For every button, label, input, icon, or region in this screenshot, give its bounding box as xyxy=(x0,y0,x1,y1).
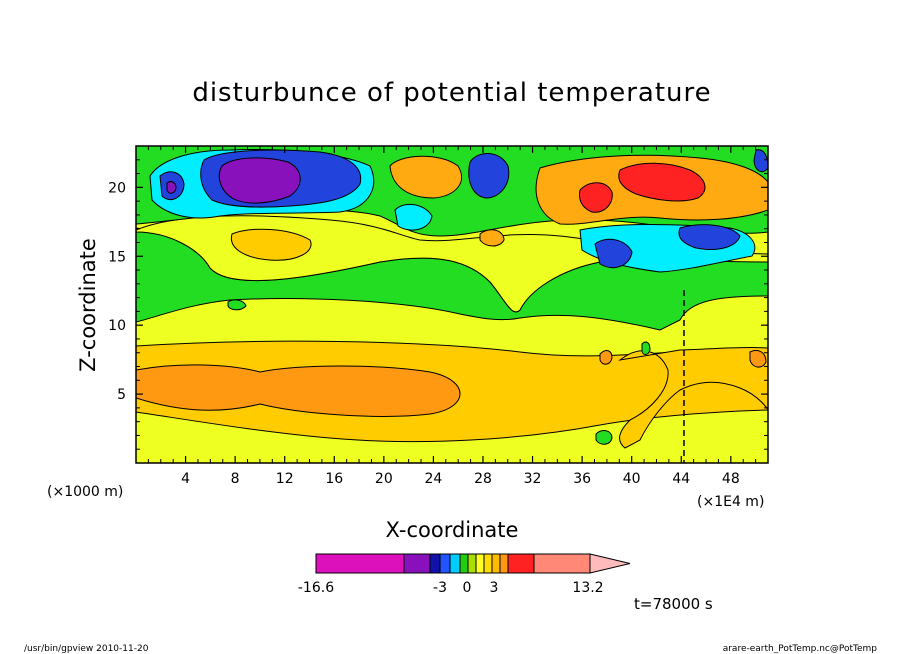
colorbar-segment xyxy=(449,553,461,574)
field-strong-positive-upper xyxy=(579,162,706,213)
field-positive-lens xyxy=(136,364,461,417)
colorbar-label: 0 xyxy=(463,580,472,596)
plot-area xyxy=(136,146,768,463)
x-axis-ticks: 4 8 12 16 20 24 28 32 36 40 44 48 xyxy=(147,146,757,487)
field-mixed-right xyxy=(618,346,768,449)
colorbar-segment xyxy=(507,553,535,574)
chart-title: disturbunce of potential temperature xyxy=(192,78,711,108)
colorbar-segment xyxy=(459,553,469,574)
field-negative xyxy=(159,149,768,268)
x-tick-label: 44 xyxy=(672,471,690,487)
y-tick-label: 10 xyxy=(108,318,126,334)
colorbar-label: 13.2 xyxy=(572,580,603,596)
colorbar-segment xyxy=(467,553,477,574)
plot-frame xyxy=(135,145,769,464)
colorbar-segment xyxy=(439,553,451,574)
colorbar-segment xyxy=(499,553,509,574)
colorbar-segment xyxy=(491,553,501,574)
x-tick-label: 20 xyxy=(375,471,393,487)
x-tick-label: 24 xyxy=(424,471,442,487)
colorbar-label: -3 xyxy=(433,580,447,596)
x-unit-right: (×1E4 m) xyxy=(697,494,764,510)
x-tick-label: 4 xyxy=(181,471,190,487)
y-tick-label: 15 xyxy=(108,249,126,265)
footer-left: /usr/bin/gpview 2010-11-20 xyxy=(24,644,149,654)
colorbar-segment xyxy=(483,553,493,574)
x-tick-label: 48 xyxy=(722,471,740,487)
x-axis-label: X-coordinate xyxy=(386,518,519,542)
y-tick-label: 20 xyxy=(108,180,126,196)
x-tick-label: 32 xyxy=(524,471,542,487)
colorbar-segment xyxy=(403,553,431,574)
colorbar-segment xyxy=(315,553,405,574)
footer-right: arare-earth_PotTemp.nc@PotTemp xyxy=(723,644,878,654)
field-small-green-bits xyxy=(227,299,651,445)
x-tick-label: 12 xyxy=(276,471,294,487)
x-tick-label: 36 xyxy=(573,471,591,487)
colorbar xyxy=(315,553,631,574)
time-label: t=78000 s xyxy=(634,595,713,613)
field-slightly-positive-upper xyxy=(230,228,312,261)
colorbar-label: -16.6 xyxy=(298,580,334,596)
colorbar-segment xyxy=(475,553,485,574)
y-axis-label: Z-coordinate xyxy=(76,238,100,372)
colorbar-labels: -16.6 -3 0 3 13.2 xyxy=(298,580,604,596)
colorbar-segment xyxy=(533,553,591,574)
y-axis-ticks: 5 10 15 20 xyxy=(108,159,768,450)
x-tick-label: 16 xyxy=(325,471,343,487)
colorbar-label: 3 xyxy=(490,580,499,596)
x-unit-left: (×1000 m) xyxy=(47,484,123,500)
field-positive-right xyxy=(599,349,767,368)
colorbar-segment xyxy=(429,553,441,574)
y-tick-label: 5 xyxy=(117,387,126,403)
field-strong-negative xyxy=(166,157,301,204)
x-tick-label: 28 xyxy=(474,471,492,487)
colorbar-arrow xyxy=(589,553,631,574)
x-tick-label: 8 xyxy=(231,471,240,487)
x-tick-label: 40 xyxy=(623,471,641,487)
